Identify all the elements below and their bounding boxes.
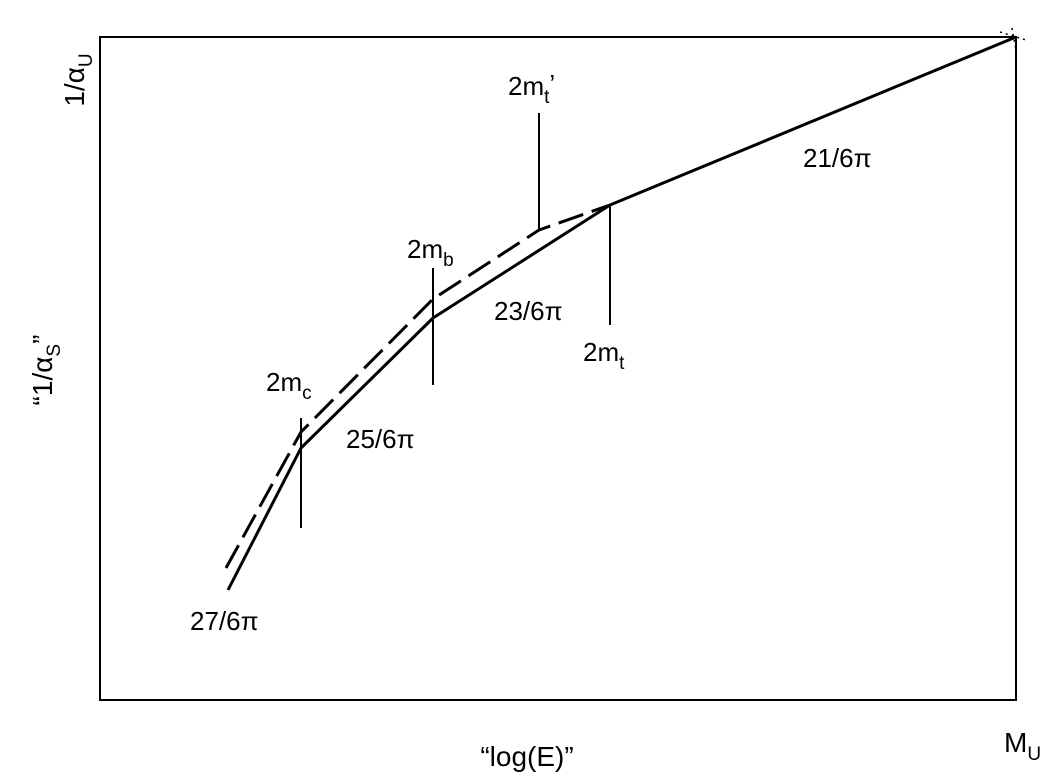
solid-running-line — [226, 35, 1017, 591]
y-axis-top-label: 1/αU — [59, 53, 97, 106]
charm-threshold-label: 2mc — [266, 367, 312, 404]
bottom-threshold-label: 2mb — [407, 234, 454, 271]
unification-dots — [999, 27, 1027, 51]
top-threshold-label: 2mt — [583, 337, 625, 374]
plot-frame — [99, 36, 1017, 701]
x-axis-end-label: MU — [1004, 727, 1041, 765]
top-prime-threshold-label: 2mt’ — [508, 69, 555, 108]
slope-label-21: 21/6π — [803, 143, 872, 173]
x-axis-label: “log(E)” — [480, 741, 573, 772]
slope-label-27: 27/6π — [190, 606, 259, 636]
slope-label-25: 25/6π — [346, 424, 415, 454]
y-axis-label: “1/αS” — [27, 335, 65, 406]
dashed-running-line — [224, 203, 611, 569]
slope-label-23: 23/6π — [494, 296, 563, 326]
